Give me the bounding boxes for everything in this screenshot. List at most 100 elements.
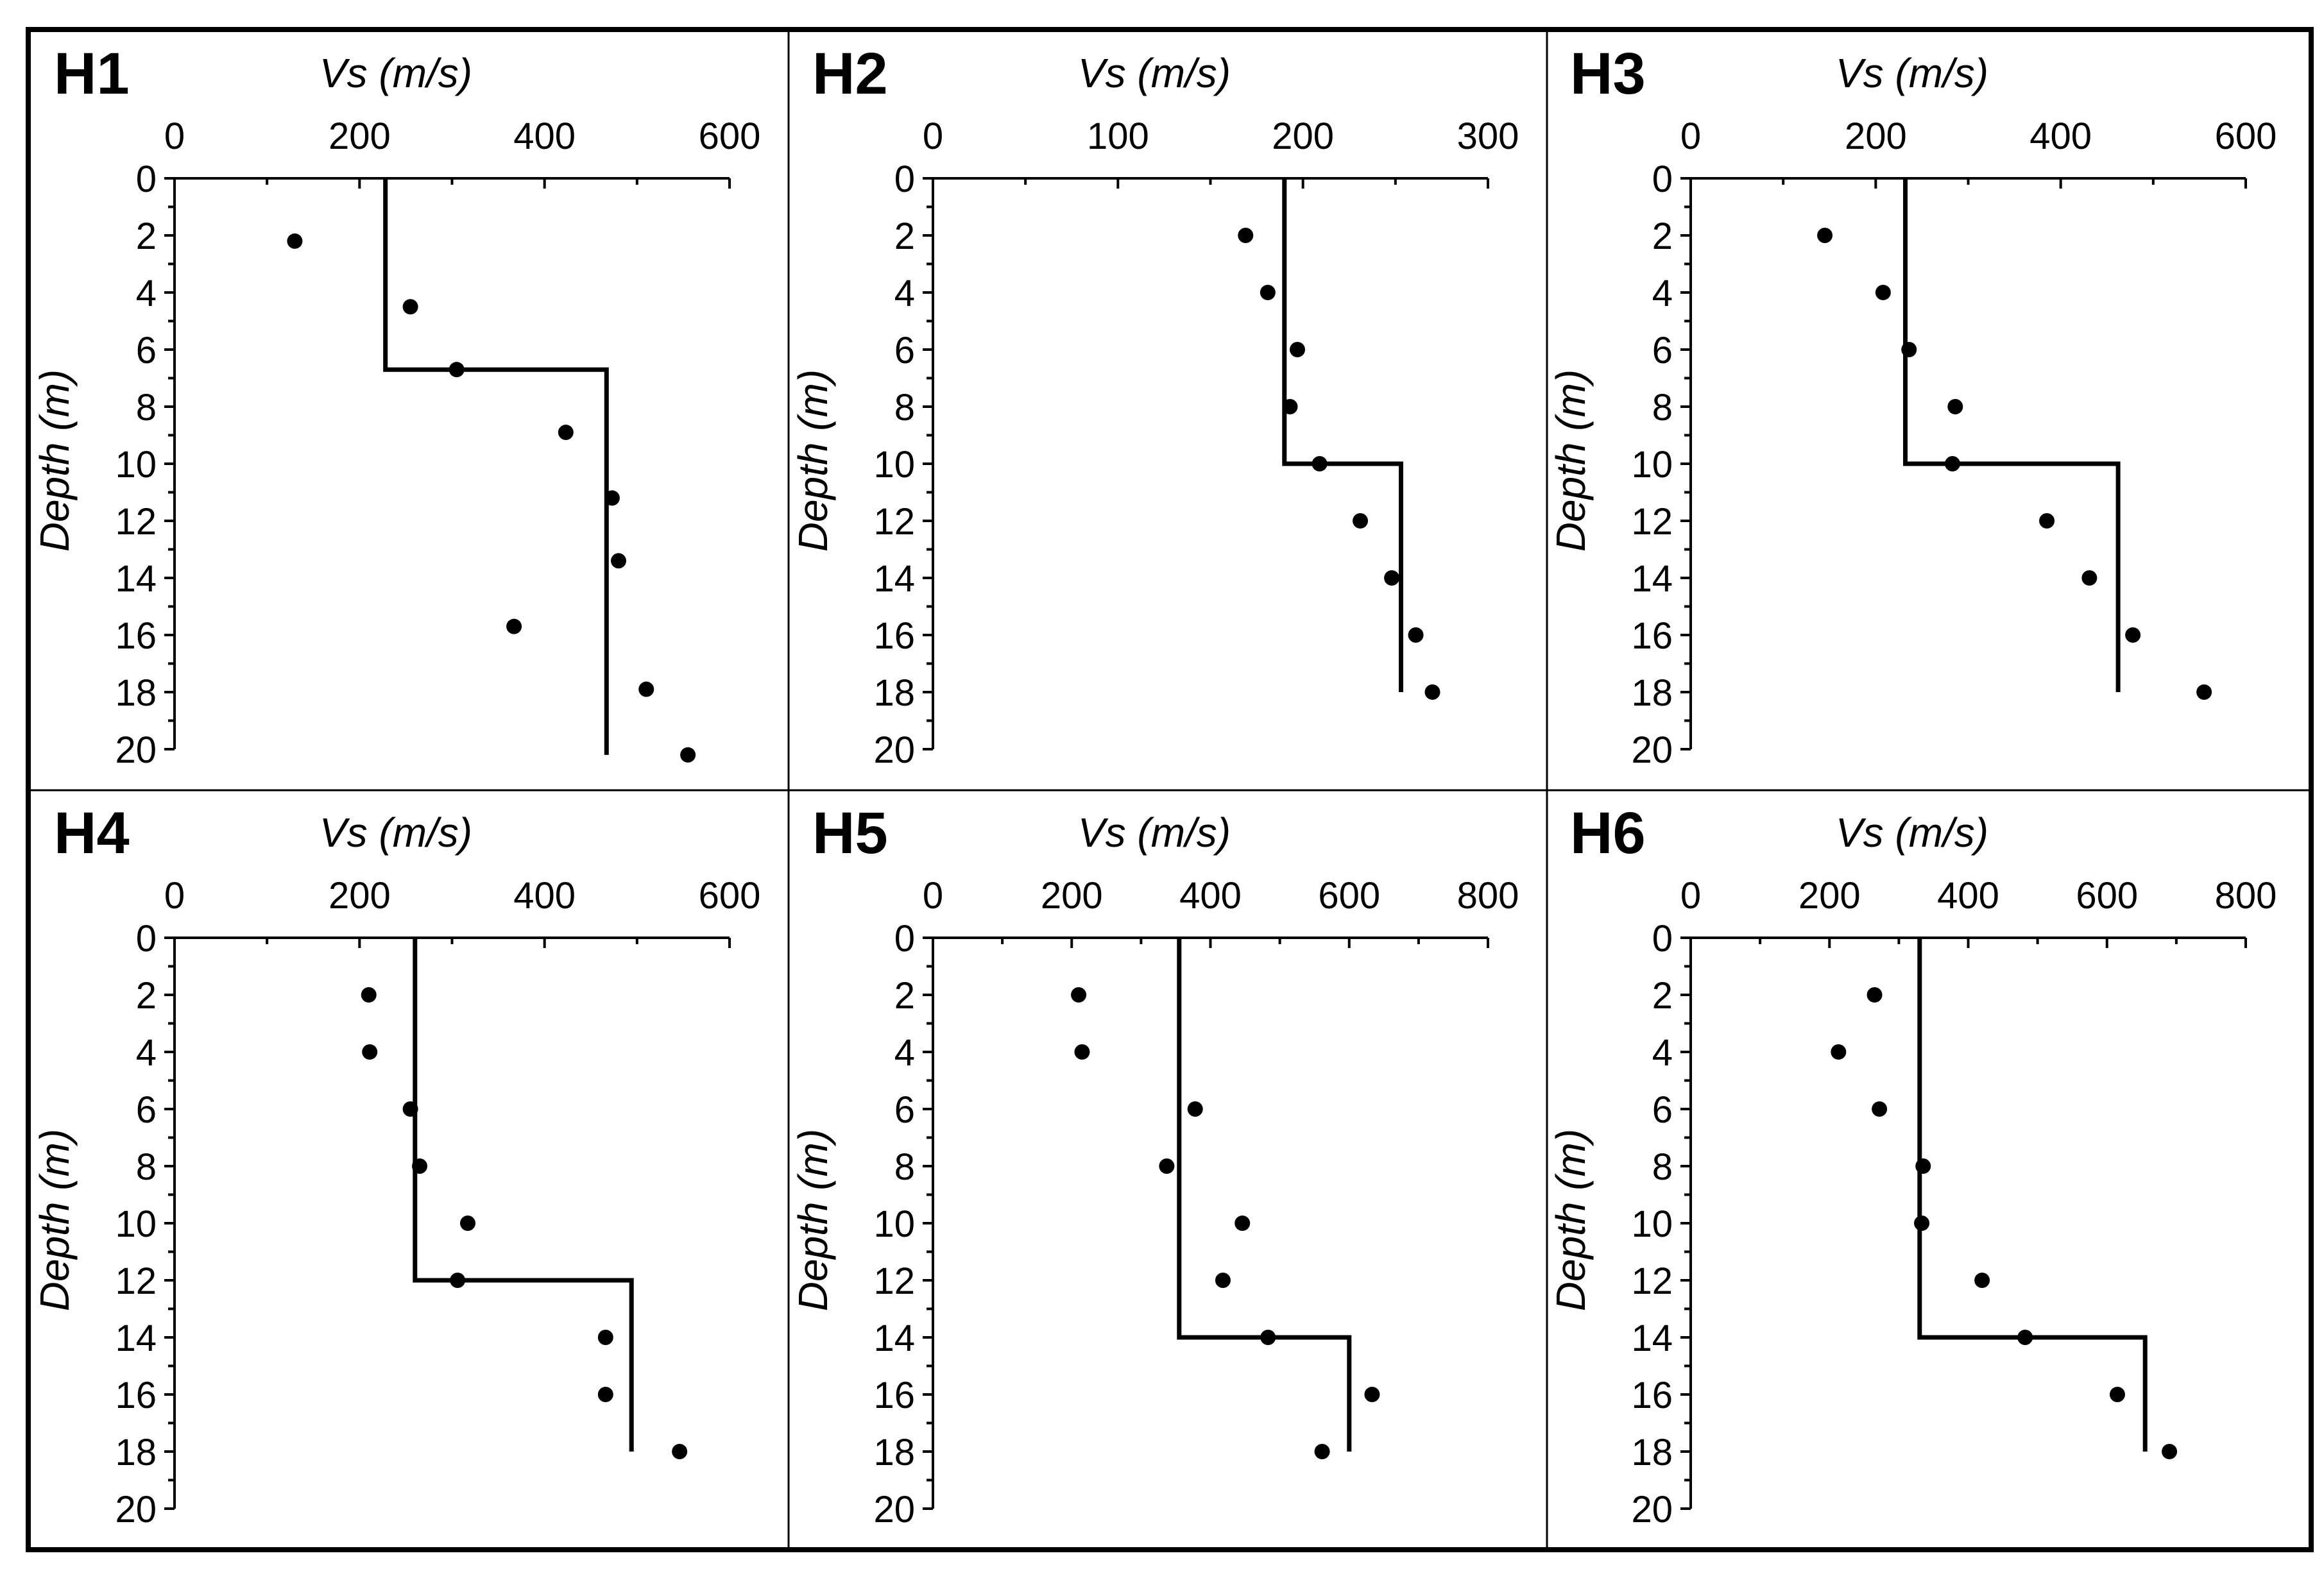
h5-y-tick-label: 16 [873, 1375, 915, 1416]
h3-y-tick-label: 20 [1631, 729, 1673, 771]
h5-x-tick-label: 600 [1318, 875, 1380, 917]
h5-y-tick-label: 0 [894, 918, 915, 960]
h4-panel-label: H4 [54, 801, 130, 866]
h4-panel: H4 Vs (m/s) Depth (m) 0 200 400 600 0 2 4 6 8 10 12 14… [31, 801, 760, 1530]
h2-data-point [1384, 570, 1400, 586]
h6-vs-profile-line [1917, 938, 2148, 1452]
h1-x-tick-label: 0 [164, 115, 185, 157]
h6-data-point [1872, 1101, 1888, 1117]
h3-y-tick-label: 0 [1652, 158, 1673, 200]
h1-y-tick-label: 16 [115, 615, 157, 657]
h4-y-tick-label: 12 [115, 1260, 157, 1302]
h4-data-point [412, 1158, 428, 1174]
h6-y-tick-label: 0 [1652, 918, 1673, 960]
h1-x-tick-label: 600 [699, 115, 761, 157]
h6-data-point [1914, 1216, 1930, 1231]
h4-data-point [361, 987, 377, 1003]
h5-data-point [1260, 1330, 1276, 1345]
h1-y-tick-label: 8 [136, 387, 157, 428]
h4-data-point [597, 1330, 613, 1345]
h2-data-point [1260, 285, 1276, 300]
h3-x-tick-label: 200 [1845, 115, 1907, 157]
h1-y-tick-label: 14 [115, 558, 157, 600]
h4-data-point [460, 1216, 476, 1231]
h3-x-axis-title: Vs (m/s) [1836, 50, 1988, 96]
h4-y-axis-title: Depth (m) [31, 1129, 78, 1312]
h5-x-axis-title: Vs (m/s) [1078, 809, 1231, 856]
h5-y-tick-label: 4 [894, 1032, 915, 1074]
h1-data-point [287, 233, 303, 249]
h2-y-tick-label: 0 [894, 158, 915, 200]
h2-y-tick-label: 2 [894, 216, 915, 257]
h4-y-tick-label: 6 [136, 1089, 157, 1131]
h3-x-tick-label: 0 [1680, 115, 1701, 157]
h4-x-tick-label: 0 [164, 875, 185, 917]
h5-data-point [1235, 1216, 1251, 1231]
h4-data-point [402, 1101, 418, 1117]
h1-y-tick-label: 2 [136, 216, 157, 257]
h1-x-tick-label: 400 [513, 115, 576, 157]
h3-vs-profile-line [1903, 178, 2121, 692]
h4-x-axis-title: Vs (m/s) [320, 809, 472, 856]
h4-y-tick-label: 0 [136, 918, 157, 960]
h1-data-point [638, 681, 654, 697]
h6-y-tick-label: 18 [1631, 1432, 1673, 1473]
h1-x-axis-title: Vs (m/s) [320, 50, 472, 96]
h6-x-tick-label: 400 [1937, 875, 1999, 917]
h5-panel: H5 Vs (m/s) Depth (m) 0 200 400 600 800 0 2 4 6 8 10 1… [790, 801, 1519, 1530]
h6-x-tick-label: 800 [2215, 875, 2277, 917]
h3-data-point [1947, 399, 1963, 414]
h1-y-tick-label: 10 [115, 444, 157, 486]
h2-y-tick-label: 12 [873, 501, 915, 543]
h5-data-point [1364, 1387, 1380, 1402]
h5-data-point [1314, 1444, 1330, 1459]
h1-y-tick-label: 18 [115, 672, 157, 714]
figure-frame [26, 27, 2314, 1552]
h3-data-point [2081, 570, 2098, 586]
h1-data-point [402, 299, 418, 315]
h6-y-tick-label: 16 [1631, 1375, 1673, 1416]
h2-y-tick-label: 14 [873, 558, 915, 600]
h2-y-tick-label: 4 [894, 273, 915, 314]
h2-data-point [1238, 228, 1254, 243]
h3-y-tick-label: 10 [1631, 444, 1673, 486]
h4-y-tick-label: 2 [136, 975, 157, 1017]
h6-y-tick-label: 20 [1631, 1489, 1673, 1530]
panels-group: H1 Vs (m/s)Depth (m)0 200 400 60002468101214… [31, 41, 2277, 1530]
h2-x-axis-title: Vs (m/s) [1078, 50, 1231, 96]
h2-y-tick-label: 6 [894, 330, 915, 371]
h3-data-point [2125, 627, 2141, 643]
h2-x-tick-label: 100 [1087, 115, 1149, 157]
h1-data-point [558, 425, 574, 441]
h5-x-tick-label: 800 [1457, 875, 1519, 917]
h1-y-tick-label: 4 [136, 273, 157, 314]
h6-x-axis-title: Vs (m/s) [1836, 809, 1988, 856]
h5-y-tick-label: 14 [873, 1318, 915, 1359]
h6-x-tick-label: 600 [2076, 875, 2138, 917]
h1-vs-profile-line [383, 178, 609, 755]
h2-panel: H2 Vs (m/s) Depth (m) 0 100 200 300 0 2 4 6 8 10 12 14… [790, 41, 1519, 771]
h1-y-tick-label: 12 [115, 501, 157, 543]
h4-y-tick-label: 4 [136, 1032, 157, 1074]
h4-data-point [450, 1273, 466, 1288]
h5-data-point [1215, 1273, 1231, 1288]
h5-data-point [1159, 1158, 1175, 1174]
h3-y-axis-title: Depth (m) [1548, 369, 1594, 552]
h3-data-point [1817, 228, 1833, 243]
h6-x-tick-label: 200 [1799, 875, 1861, 917]
h4-y-tick-label: 10 [115, 1203, 157, 1245]
h6-data-point [2017, 1330, 2033, 1345]
h3-panel-label: H3 [1570, 41, 1646, 106]
h6-y-tick-label: 10 [1631, 1203, 1673, 1245]
h1-y-tick-label: 6 [136, 330, 157, 371]
h1-y-tick-label: 0 [136, 158, 157, 200]
h2-y-tick-label: 20 [873, 729, 915, 771]
h5-y-tick-label: 2 [894, 975, 915, 1017]
h1-data-point [506, 618, 522, 634]
h1-panel-label: H1 [54, 41, 130, 106]
h2-y-tick-label: 8 [894, 387, 915, 428]
h5-data-point [1187, 1101, 1203, 1117]
h6-data-point [1915, 1158, 1931, 1174]
h2-data-point [1290, 342, 1306, 357]
